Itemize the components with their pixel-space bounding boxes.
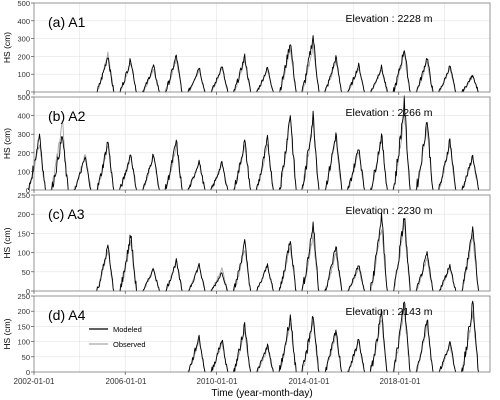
elevation-annotation: Elevation : 2266 m [346,107,433,119]
chart-panel: 0 50 100 150 200 250 HS (cm) (d) A4 Elevation : … [2,292,491,377]
panel-label: (d) A4 [48,307,86,323]
y-tick-label: 0 [26,186,30,195]
plot-frame [33,2,491,93]
plot-frame [33,194,491,292]
series-line-modeled [96,212,480,292]
panel-label: (b) A2 [48,108,86,124]
chart-panel: 0 100 200 300 400 500 HS (cm) (a) A1 Elevation :… [2,0,491,97]
y-tick-label: 100 [17,249,30,258]
y-tick-label: 500 [17,0,30,8]
elevation-annotation: Elevation : 2230 m [346,205,433,217]
chart-panel: 0 100 200 300 400 500 HS (cm) (b) A2 Elevation :… [2,93,491,195]
y-tick-label: 50 [22,353,30,362]
panel-label: (c) A3 [48,206,85,222]
x-tick-label: 2006-01-01 [106,377,147,386]
y-axis-title: HS (cm) [2,227,12,258]
x-tick-label: 2010-01-01 [197,377,238,386]
y-tick-label: 300 [17,35,30,44]
x-tick-label: 2014-01-01 [289,377,330,386]
y-tick-label: 250 [17,292,30,301]
x-tick-label: 2018-01-01 [380,377,421,386]
legend-label-observed: Observed [113,340,146,349]
y-tick-label: 0 [26,88,30,97]
y-tick-label: 0 [26,287,30,296]
y-tick-label: 0 [26,368,30,377]
plot-frame [33,96,491,191]
x-axis-title: Time (year-month-day) [211,388,312,399]
elevation-annotation: Elevation : 2228 m [346,13,433,25]
x-tick-label: 2002-01-01 [14,377,55,386]
chart-panel: 0 50 100 150 200 250 HS (cm) (c) A3 Elevation : … [2,191,491,296]
y-axis-title: HS (cm) [2,128,12,159]
y-tick-label: 200 [17,52,30,61]
legend: Modeled Observed [89,325,146,349]
y-tick-label: 400 [17,112,30,121]
elevation-annotation: Elevation : 2143 m [346,306,433,318]
x-axis: 2002-01-01 2006-01-01 2010-01-01 2014-01… [14,377,421,399]
legend-label-modeled: Modeled [113,325,142,334]
y-axis-title: HS (cm) [2,318,12,349]
y-tick-label: 250 [17,191,30,200]
series-line-modeled [96,35,479,93]
y-tick-label: 500 [17,93,30,102]
y-tick-label: 50 [22,268,30,277]
y-axis-title: HS (cm) [2,32,12,63]
series-line-modeled [187,300,480,373]
y-tick-label: 200 [17,149,30,158]
y-tick-label: 100 [17,338,30,347]
y-tick-label: 100 [17,70,30,79]
y-tick-label: 150 [17,229,30,238]
y-tick-label: 150 [17,322,30,331]
series-line-modeled [27,95,480,191]
y-tick-label: 400 [17,17,30,26]
y-tick-label: 200 [17,307,30,316]
y-tick-label: 200 [17,210,30,219]
y-tick-label: 100 [17,167,30,176]
panel-label: (a) A1 [48,14,86,30]
plot-frame [33,295,491,373]
y-tick-label: 300 [17,130,30,139]
